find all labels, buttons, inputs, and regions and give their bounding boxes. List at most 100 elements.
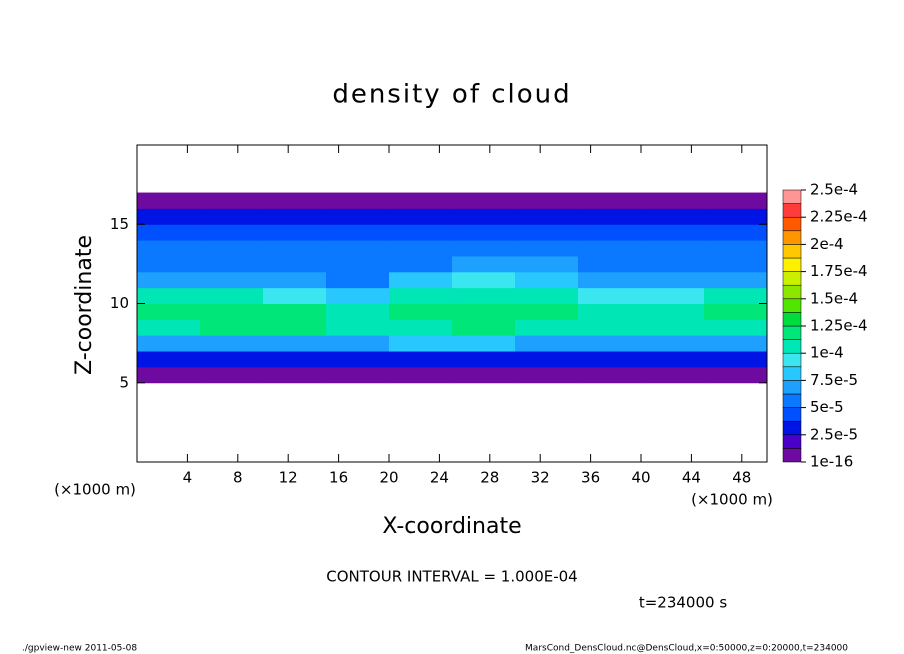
cell [641, 303, 705, 320]
chart-title: density of cloud [332, 80, 571, 110]
x-tick-label: 36 [581, 469, 600, 487]
cell [515, 255, 579, 273]
cell [515, 366, 579, 384]
cell [578, 240, 642, 257]
colorbar-box [782, 420, 802, 436]
cell [452, 271, 516, 289]
cell [200, 208, 264, 225]
cell [578, 224, 642, 241]
cell [452, 335, 516, 352]
cell [389, 224, 453, 241]
cell [578, 351, 642, 368]
x-tick-label: 24 [430, 469, 449, 487]
colorbar-box [782, 257, 802, 272]
cell [578, 255, 642, 273]
cell [326, 287, 390, 304]
cell [704, 303, 768, 320]
colorbar-box [782, 312, 802, 327]
cell [641, 208, 705, 225]
cell [200, 240, 264, 257]
cell [452, 240, 516, 257]
colorbar-box [782, 244, 802, 259]
colorbar-label: 2.5e-5 [810, 425, 858, 443]
cell [200, 303, 264, 320]
x-tick-label: 8 [233, 469, 243, 487]
y-unit: (×1000 m) [54, 481, 136, 499]
colorbar-label: 2e-4 [810, 235, 844, 253]
cell [263, 271, 327, 289]
cell [515, 335, 579, 352]
cell [137, 366, 201, 384]
cell [515, 224, 579, 241]
y-axis-title: Z-coordinate [72, 235, 97, 375]
cell [200, 287, 264, 304]
x-tick-label: 40 [631, 469, 650, 487]
cell [200, 224, 264, 241]
cell [704, 224, 768, 241]
cell [200, 319, 264, 336]
cell [515, 208, 579, 225]
colorbar-label: 2.25e-4 [810, 208, 868, 226]
cell [137, 192, 201, 209]
x-tick-label: 28 [480, 469, 499, 487]
cell [326, 271, 390, 289]
cell [137, 303, 201, 320]
cell [326, 192, 390, 209]
cell [452, 287, 516, 304]
cell [200, 335, 264, 352]
cell [704, 319, 768, 336]
x-tick-label: 32 [531, 469, 550, 487]
x-tick-label: 20 [379, 469, 398, 487]
cell [137, 255, 201, 273]
cell [326, 366, 390, 384]
cell [452, 351, 516, 368]
cell [515, 351, 579, 368]
cell [137, 287, 201, 304]
cell [578, 271, 642, 289]
cell [389, 240, 453, 257]
x-tick-label: 48 [732, 469, 751, 487]
cell [704, 271, 768, 289]
cell [326, 335, 390, 352]
colorbar-label: 1.25e-4 [810, 317, 868, 335]
cell [641, 240, 705, 257]
cell [389, 287, 453, 304]
cell [704, 366, 768, 384]
cell [452, 224, 516, 241]
cell [326, 208, 390, 225]
colorbar-box [782, 352, 802, 368]
cell [515, 319, 579, 336]
cell [452, 208, 516, 225]
cell [641, 255, 705, 273]
cell [515, 271, 579, 289]
cell [137, 208, 201, 225]
colorbar-label: 1.5e-4 [810, 289, 858, 307]
cell [704, 192, 768, 209]
colorbar-box [782, 284, 802, 300]
colorbar-box [782, 230, 802, 245]
cell [641, 287, 705, 304]
cell [326, 255, 390, 273]
cell [137, 271, 201, 289]
cell [389, 335, 453, 352]
cell [704, 335, 768, 352]
colorbar-box [782, 380, 802, 395]
colorbar-box [782, 407, 802, 422]
cell [137, 224, 201, 241]
colorbar-box [782, 271, 802, 286]
cell [263, 224, 327, 241]
cell [641, 224, 705, 241]
cell [389, 351, 453, 368]
colorbar-box [782, 339, 802, 354]
colorbar-label: 1e-4 [810, 344, 844, 362]
cell [641, 366, 705, 384]
cell [452, 192, 516, 209]
cell [704, 351, 768, 368]
cell [452, 303, 516, 320]
colorbar-label: 1.75e-4 [810, 262, 868, 280]
cell [263, 255, 327, 273]
cell [389, 303, 453, 320]
cell [326, 319, 390, 336]
x-tick-label: 12 [279, 469, 298, 487]
colorbar-box [782, 434, 802, 449]
